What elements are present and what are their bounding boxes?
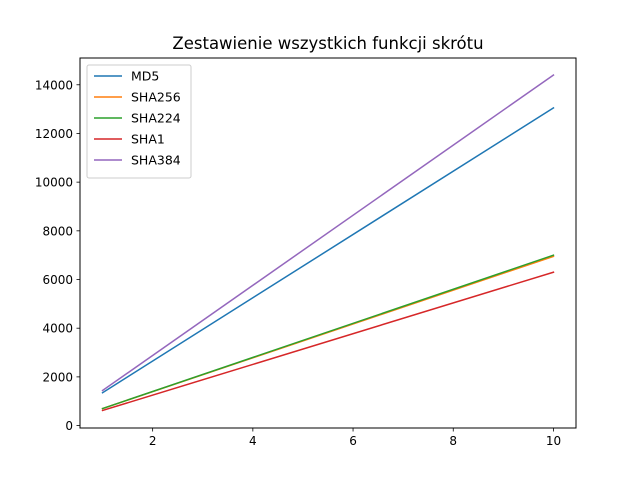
series-line-md5 [101,106,555,394]
x-tick-label: 4 [249,434,257,448]
x-axis-ticks: 2 4 6 8 10 [149,428,561,448]
series-line-sha224 [101,254,555,410]
y-tick-label: 14000 [35,78,73,92]
legend-box [86,64,192,179]
y-axis-ticks: 0 2000 4000 6000 8000 10000 12000 14000 [35,78,80,433]
legend-label-sha384: SHA384 [131,153,181,168]
legend-label-sha224: SHA224 [131,111,181,126]
y-tick-label: 0 [65,419,73,433]
series-layer [101,73,555,412]
legend-label-sha1: SHA1 [131,132,165,147]
y-tick-label: 12000 [35,127,73,141]
x-tick-label: 8 [449,434,457,448]
plot-frame [79,57,577,429]
y-tick-label: 8000 [42,224,73,238]
series-line-sha384 [101,73,555,392]
y-tick-label: 6000 [42,273,73,287]
legend-label-sha256: SHA256 [131,90,181,105]
x-tick-label: 6 [349,434,357,448]
y-tick-label: 10000 [35,176,73,190]
x-tick-label: 10 [546,434,561,448]
y-tick-label: 4000 [42,322,73,336]
legend: MD5 SHA256 SHA224 SHA1 SHA384 [86,64,192,179]
series-line-sha1 [101,271,555,412]
legend-label-md5: MD5 [131,69,159,84]
chart-title: Zestawienie wszystkich funkcji skrótu [172,34,483,53]
y-tick-label: 2000 [42,370,73,384]
x-tick-label: 2 [149,434,157,448]
